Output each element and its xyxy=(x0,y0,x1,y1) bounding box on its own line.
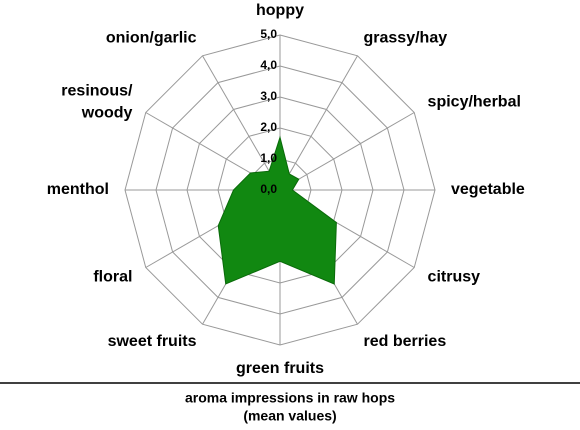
axis-label: spicy/herbal xyxy=(428,94,521,111)
axis-label: red berries xyxy=(364,333,447,350)
spoke xyxy=(279,55,358,191)
y-tick-label: 4,0 xyxy=(260,58,277,72)
axis-label: menthol xyxy=(47,181,109,198)
axis-label: resinous/woody xyxy=(61,83,133,122)
y-tick-label: 3,0 xyxy=(260,89,277,103)
axis-label: citrusy xyxy=(428,269,481,286)
axis-label: onion/garlic xyxy=(106,30,197,47)
chart-subtitle: (mean values) xyxy=(243,408,336,424)
spoke xyxy=(279,112,415,191)
axis-label: green fruits xyxy=(236,360,324,377)
chart-title: aroma impressions in raw hops xyxy=(185,390,395,406)
axis-label: hoppy xyxy=(256,2,304,19)
spoke xyxy=(202,55,281,191)
y-tick-label: 5,0 xyxy=(260,27,277,41)
y-tick-label: 0,0 xyxy=(260,182,277,196)
y-tick-label: 1,0 xyxy=(260,151,277,165)
axis-label: grassy/hay xyxy=(364,30,448,47)
axis-label: floral xyxy=(93,269,132,286)
y-tick-label: 2,0 xyxy=(260,120,277,134)
axis-label: vegetable xyxy=(451,181,525,198)
axis-label: sweet fruits xyxy=(108,333,197,350)
data-area xyxy=(217,135,337,285)
